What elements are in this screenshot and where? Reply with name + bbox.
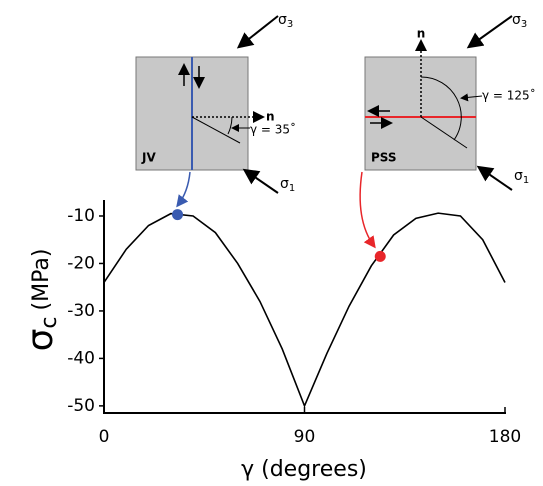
angle-label: γ = 35˚ [250, 122, 296, 137]
link-arrow [359, 171, 376, 249]
sigma1-arrow [476, 165, 513, 191]
x-tick-label: 0 [99, 427, 110, 447]
symbol: σ [512, 12, 521, 28]
normal-label: n [266, 110, 275, 124]
angle-arc [420, 76, 462, 141]
y-tick-label: -20 [67, 253, 95, 273]
point [172, 209, 184, 221]
link-arrow [176, 171, 191, 208]
point [374, 250, 386, 262]
pointer [460, 93, 483, 102]
normal-label: n [417, 27, 426, 41]
sigma1-label: σ1 [280, 176, 295, 194]
pss-diagram: n γ = 125˚ PSS σ3 σ1 [359, 12, 536, 249]
y-tick-label: -50 [67, 396, 95, 416]
jv-diagram: n γ = 35˚ JV σ3 σ1 [135, 12, 296, 208]
symbol: σ [278, 12, 287, 28]
symbol: σ [280, 176, 289, 192]
block-label: PSS [371, 151, 397, 165]
line [103, 212, 506, 408]
symbol: σ [20, 329, 61, 352]
angle-arc [227, 116, 233, 135]
x-tick-label: 180 [489, 427, 521, 447]
sigma1-arrow [242, 168, 279, 194]
stress-line [420, 116, 468, 149]
angle-label: γ = 125˚ [482, 88, 536, 103]
sigma3-arrow [466, 15, 513, 49]
block-label: JV [141, 151, 156, 165]
subscript: 3 [521, 19, 527, 30]
y-tick-label: -10 [67, 206, 95, 226]
stress-line [191, 116, 241, 144]
y-tick-label: -40 [67, 348, 95, 368]
sigma1-label: σ1 [514, 168, 529, 186]
subscript: c [37, 316, 62, 328]
x-axis-label: γ (degrees) [241, 457, 367, 482]
sigma3-label: σ3 [512, 12, 527, 30]
symbol: σ [514, 168, 523, 184]
unit: (MPa) [29, 249, 54, 311]
subscript: 3 [287, 19, 293, 30]
subscript: 1 [523, 175, 529, 186]
sigma3-label: σ3 [278, 12, 293, 30]
y-tick-label: -30 [67, 301, 95, 321]
y-axis-label: σc (MPa) [20, 249, 62, 352]
x-tick-label: 90 [294, 427, 316, 447]
sigma3-arrow [236, 15, 279, 49]
subscript: 1 [289, 183, 295, 194]
